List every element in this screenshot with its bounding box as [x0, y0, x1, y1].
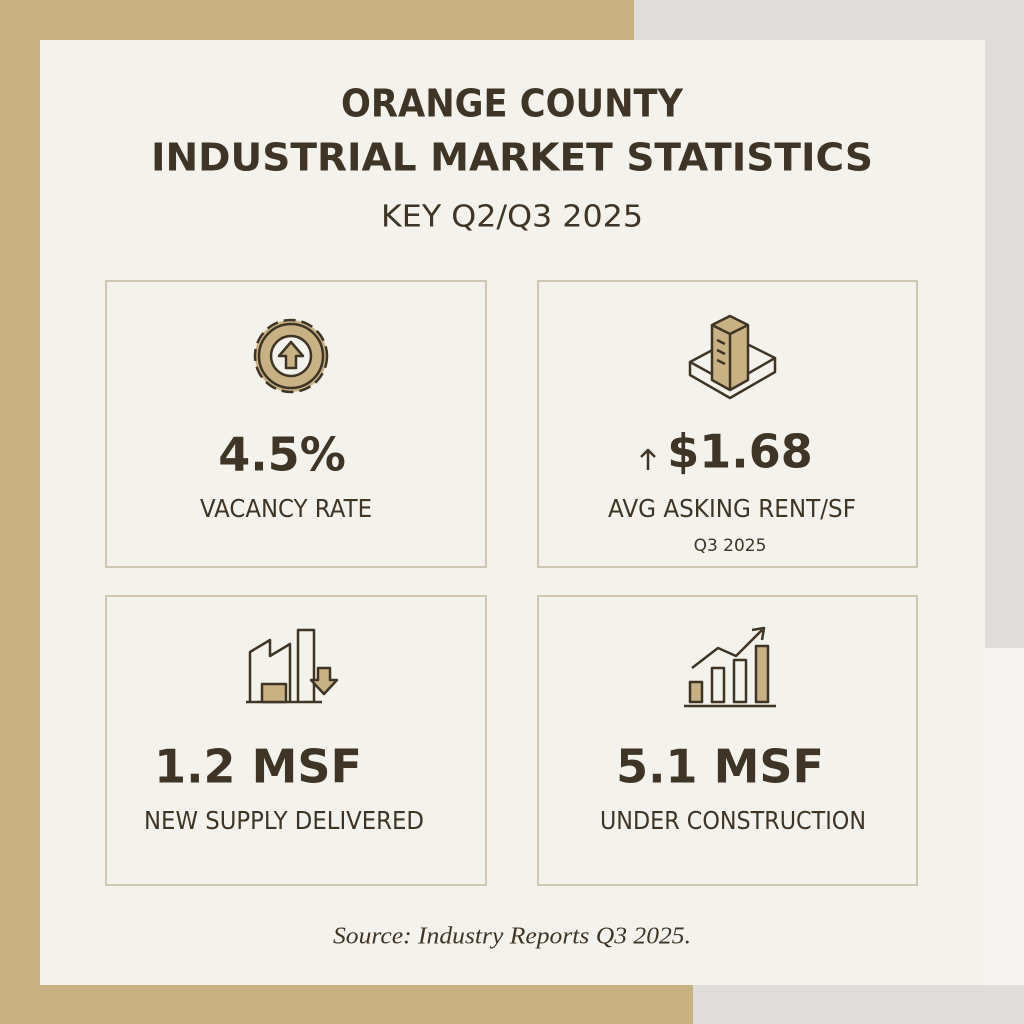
subtitle: KEY Q2/Q3 2025 — [381, 200, 643, 235]
stat-label: NEW SUPPLY DELIVERED — [144, 806, 424, 835]
title-line: INDUSTRIAL MARKET STATISTICS — [151, 136, 873, 180]
stat-note: Q3 2025 — [694, 536, 767, 556]
panel — [40, 40, 985, 985]
stat-label: UNDER CONSTRUCTION — [600, 806, 866, 835]
stat-value: 1.2 MSF — [154, 740, 362, 794]
background-block — [693, 985, 1024, 1024]
card — [537, 280, 918, 568]
title-line: ORANGE COUNTY — [341, 82, 683, 126]
stat-label: VACANCY RATE — [200, 494, 372, 523]
card — [105, 595, 487, 886]
card — [537, 595, 918, 886]
stat-value: $1.68 — [667, 425, 813, 479]
stat-label: AVG ASKING RENT/SF — [608, 494, 856, 523]
background-block — [985, 648, 1024, 985]
card — [105, 280, 487, 568]
gear-icon — [253, 318, 329, 394]
stat-value: 5.1 MSF — [616, 740, 824, 794]
growth-icon — [684, 626, 776, 708]
up-arrow — [640, 448, 656, 470]
stat-value: 4.5% — [218, 428, 346, 482]
factory-icon — [246, 628, 339, 704]
source: Source: Industry Reports Q3 2025. — [333, 924, 691, 950]
building-icon — [688, 314, 777, 400]
